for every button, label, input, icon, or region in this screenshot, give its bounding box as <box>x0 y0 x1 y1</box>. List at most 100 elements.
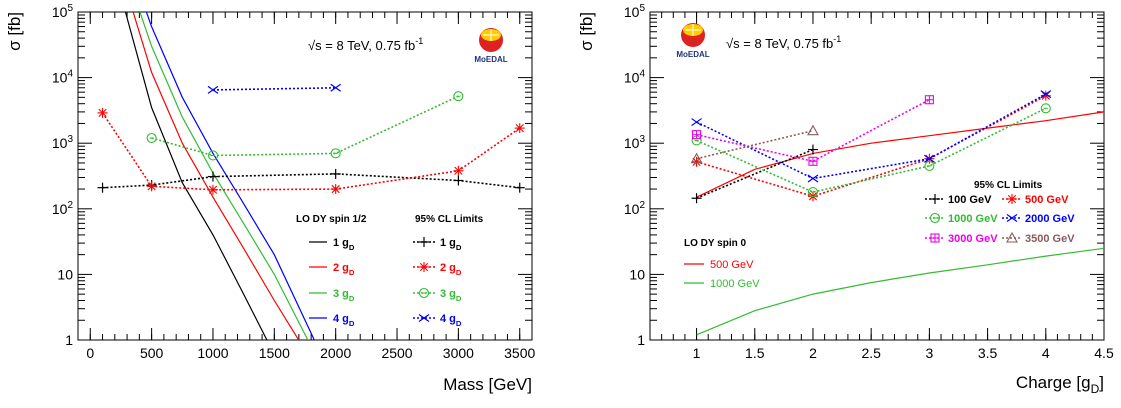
legend-limit-marker-4-b <box>1006 214 1018 222</box>
limit-point-3 <box>146 132 157 144</box>
limit-point-2-d2 <box>98 108 107 118</box>
y-tick-exp: 4 <box>639 69 645 80</box>
limit-curve-4 <box>212 87 336 91</box>
legend-limit-marker-2-d2 <box>1007 194 1017 204</box>
y-tick-label: 1 <box>637 332 645 348</box>
y-tick-exp: 3 <box>67 134 73 145</box>
limit-point-3 <box>453 91 464 102</box>
plot-area <box>97 12 525 340</box>
legend-limit-marker-2-d2 <box>419 262 429 272</box>
legend-model-label-4-main: 4 g <box>333 313 349 325</box>
energy-text: = 8 TeV, 0.75 fb <box>740 36 834 51</box>
y-tick-label: 103 <box>624 134 646 151</box>
legend-limit-label-2-main: 2 g <box>440 262 456 274</box>
y-tick-label: 102 <box>52 200 74 217</box>
x-axis-label: Charge [gD] <box>1016 373 1104 396</box>
x-tick-label: 3.5 <box>978 345 998 361</box>
limit-point-2-d2 <box>1041 91 1050 100</box>
y-tick-label: 1 <box>65 332 73 348</box>
legend-model-label-3-main: 3 g <box>333 288 349 300</box>
energy-text: = 8 TeV, 0.75 fb <box>322 38 416 53</box>
x-axis-label-end: ] <box>1099 373 1104 392</box>
x-tick-label: 3000 <box>443 345 474 361</box>
x-tick-label: 4.5 <box>1094 345 1114 361</box>
limit-point-3 <box>330 148 341 159</box>
x-tick-label: 2 <box>809 345 817 361</box>
y-tick-exp: 2 <box>67 200 73 211</box>
y-tick-label: 105 <box>624 3 646 20</box>
limit-point-6 <box>807 124 819 136</box>
moedal-logo-text: MoEDAL <box>676 50 709 59</box>
x-tick-label: 2.5 <box>861 345 881 361</box>
x-tick-label: 2500 <box>381 345 412 361</box>
model-curve-2 <box>132 12 300 340</box>
limit-point-6 <box>690 152 703 164</box>
y-tick-exp: 2 <box>639 200 645 211</box>
x-axis-label-sub: D <box>1091 382 1100 396</box>
legend-model-label-2: 2 gD <box>333 262 355 277</box>
x-tick-label: 4 <box>1042 345 1050 361</box>
legend-limit-label-2-sub: D <box>456 268 462 277</box>
limit-point-2-d2 <box>454 166 463 175</box>
y-tick-label: 104 <box>52 69 74 86</box>
x-tick-label: 1 <box>693 345 701 361</box>
y-tick-base: 10 <box>624 135 640 151</box>
y-axis-label: σ [fb] <box>5 12 24 51</box>
legend-model-label-3: 3 gD <box>333 288 355 303</box>
y-tick-label: 102 <box>624 200 646 217</box>
legend-limit-marker-4-b <box>418 314 430 322</box>
model-curve-1 <box>696 111 1104 198</box>
limit-point-2-d2 <box>331 184 340 194</box>
legend-limit-label-3: 3 gD <box>440 288 462 303</box>
model-curve-3 <box>139 12 309 340</box>
legend-limit-label-1: 1 gD <box>440 237 462 252</box>
legend-limit-label-3-main: 1000 GeV <box>948 213 998 225</box>
energy-label: √s = 8 TeV, 0.75 fb-1 <box>308 36 423 53</box>
limit-curve-1 <box>102 173 520 189</box>
x-tick-label: 2000 <box>320 345 351 361</box>
limit-curve-1 <box>696 148 814 199</box>
legend-model-label-2: 1000 GeV <box>710 278 760 290</box>
legend-limit-label-1-main: 100 GeV <box>948 194 992 206</box>
legend-limit-label-5-main: 3000 GeV <box>948 233 998 245</box>
model-curve-4 <box>145 12 315 340</box>
legend-limit-label-4-main: 4 g <box>440 313 456 325</box>
x-tick-label: 3500 <box>504 345 535 361</box>
model-curve-2 <box>696 247 1104 336</box>
y-axis-label: σ [fb] <box>577 12 596 51</box>
limit-point-4-b <box>924 154 935 163</box>
y-tick-base: 10 <box>624 70 640 86</box>
y-tick-base: 10 <box>624 4 640 20</box>
legend-limit-label-4-main: 2000 GeV <box>1025 213 1075 225</box>
legend-limit-label-2: 500 GeV <box>1025 194 1069 206</box>
legend-model-label-1: 500 GeV <box>710 259 754 271</box>
y-tick-base: 10 <box>624 201 640 217</box>
legend-limit-label-2-main: 500 GeV <box>1025 194 1069 206</box>
y-tick-label: 104 <box>624 69 646 86</box>
legend-model-title: LO DY spin 0 <box>684 238 746 249</box>
legend-model-label-2-main: 2 g <box>333 262 349 274</box>
plot-frame <box>649 11 1105 341</box>
limit-point-2-d2 <box>208 185 218 194</box>
model-curve-1 <box>124 12 268 340</box>
y-tick-exp: 5 <box>67 3 73 14</box>
x-axis-label-main: Charge [g <box>1016 373 1091 392</box>
x-tick-label: 500 <box>140 345 164 361</box>
y-tick-base: 10 <box>52 4 68 20</box>
legend-limit-label-3-main: 3 g <box>440 288 456 300</box>
y-tick-exp: 4 <box>67 69 73 80</box>
legend-model-label-1-sub: D <box>349 243 355 252</box>
legend-model-label-4-sub: D <box>349 319 355 328</box>
x-tick-label: 1000 <box>197 345 228 361</box>
legend-limit-label-1-sub: D <box>456 243 462 252</box>
legend-model-label-1: 1 gD <box>333 237 355 252</box>
x-axis-label: Mass [GeV] <box>443 375 532 394</box>
legend-limit-marker-3 <box>418 287 430 299</box>
limit-curve-4 <box>696 93 1047 180</box>
y-tick-label: 103 <box>52 134 74 151</box>
limit-curve-6 <box>696 129 814 160</box>
x-tick-label: 1.5 <box>745 345 765 361</box>
limit-point-3 <box>1040 103 1051 114</box>
